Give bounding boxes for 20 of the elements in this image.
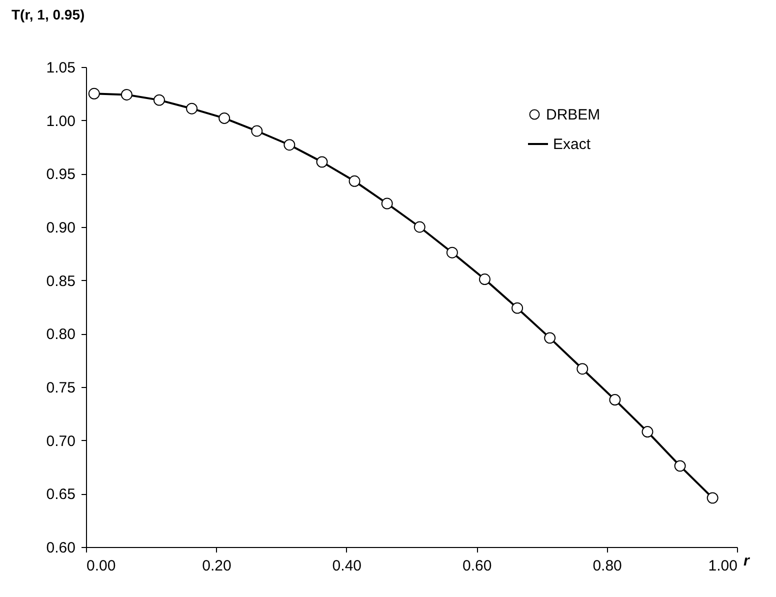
y-tick-label: 1.00	[46, 112, 76, 130]
y-tick-label: 0.75	[46, 380, 76, 396]
x-tick-label: 1.00	[708, 558, 738, 574]
y-tick-label: 0.70	[46, 432, 76, 450]
y-tick-label: 0.65	[46, 486, 76, 504]
y-tick-label: 0.95	[46, 166, 76, 184]
y-axis-title: T(r, 1, 0.95)	[12, 6, 85, 22]
y-tick-label: 0.90	[46, 220, 76, 236]
y-tick-label: 1.05	[46, 60, 76, 76]
y-tick-label: 0.80	[46, 326, 76, 344]
x-tick-label: 0.60	[462, 558, 492, 574]
x-tick-label: 0.00	[86, 558, 116, 574]
x-tick-label: 0.20	[202, 558, 232, 574]
y-tick-label: 0.85	[46, 272, 76, 290]
legend-label: Exact	[553, 136, 592, 153]
x-tick-label: 0.40	[332, 558, 362, 574]
x-tick-label: 0.80	[592, 558, 622, 574]
legend-label: DRBEM	[546, 106, 600, 124]
y-tick-label: 0.60	[46, 540, 76, 556]
x-axis-title: r	[744, 552, 750, 570]
